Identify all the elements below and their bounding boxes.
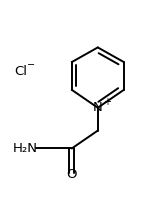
- Text: O: O: [67, 168, 77, 181]
- Text: +: +: [103, 97, 111, 107]
- Text: H₂N: H₂N: [13, 142, 37, 155]
- Text: Cl: Cl: [15, 65, 28, 78]
- Text: −: −: [27, 60, 35, 70]
- Text: N: N: [93, 101, 103, 114]
